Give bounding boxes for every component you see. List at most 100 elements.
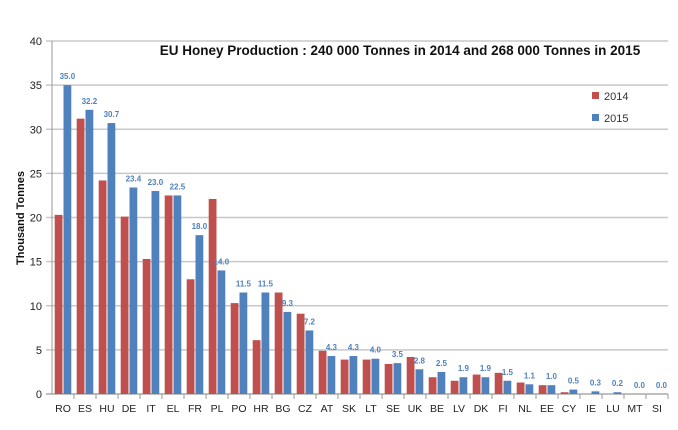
bar-2014-UK xyxy=(406,356,415,394)
data-label-2015-SI: 0.0 xyxy=(656,381,668,390)
bar-2015-RO xyxy=(63,85,72,394)
bar-2015-PO xyxy=(239,292,248,394)
bar-2015-HU xyxy=(107,123,116,394)
bar-2014-EE xyxy=(538,385,547,394)
data-label-2015-RO: 35.0 xyxy=(60,72,76,81)
data-label-2015-IT: 23.0 xyxy=(148,178,164,187)
data-label-2015-BE: 2.5 xyxy=(436,359,448,368)
x-tick-label: SK xyxy=(342,403,356,415)
bar-2014-NL xyxy=(516,382,525,394)
bar-2014-BE xyxy=(428,377,437,394)
data-label-2015-SE: 3.5 xyxy=(392,350,404,359)
x-tick-label: EL xyxy=(167,403,180,415)
x-tick-label: CZ xyxy=(298,403,313,415)
x-tick-label: SE xyxy=(386,403,400,415)
x-tick-label: IT xyxy=(146,403,156,415)
bar-2015-SE xyxy=(393,363,402,394)
bar-2014-DK xyxy=(472,374,481,394)
x-tick-label: LV xyxy=(453,403,465,415)
bar-2014-SK xyxy=(340,359,349,394)
bar-2015-ES xyxy=(85,109,94,395)
data-label-2015-MT: 0.0 xyxy=(634,381,646,390)
x-tick-label: EE xyxy=(540,403,554,415)
data-label-2015-FR: 18.0 xyxy=(192,222,208,231)
bar-2014-CY xyxy=(560,392,569,394)
bar-2014-HU xyxy=(98,180,107,394)
bar-2015-LT xyxy=(371,358,380,394)
x-tick-label: LU xyxy=(606,403,619,415)
y-axis-label: Thousand Tonnes xyxy=(15,171,27,265)
bar-2015-EE xyxy=(547,385,556,394)
y-tick-label: 40 xyxy=(30,36,42,48)
bar-2014-CZ xyxy=(296,313,305,394)
y-axis-ticks: 0 5 10 15 20 25 30 35 40 xyxy=(30,36,42,401)
bar-2015-DE xyxy=(129,187,138,394)
bar-2015-UK xyxy=(415,369,424,394)
x-tick-label: LT xyxy=(365,403,377,415)
chart-title: EU Honey Production : 240 000 Tonnes in … xyxy=(160,43,641,58)
bar-2014-LT xyxy=(362,359,371,394)
bar-2015-BE xyxy=(437,371,446,394)
x-tick-label: HR xyxy=(253,403,269,415)
x-tick-label: CY xyxy=(562,403,577,415)
bar-2015-EL xyxy=(173,195,182,394)
bar-2014-RO xyxy=(54,214,63,394)
data-label-2015-ES: 32.2 xyxy=(82,97,98,106)
x-tick-label: UK xyxy=(408,403,423,415)
legend: 2014 2015 xyxy=(592,91,628,125)
data-label-2015-EL: 22.5 xyxy=(170,182,186,191)
bar-2014-FR xyxy=(186,279,195,394)
legend-label-2015: 2015 xyxy=(604,113,628,125)
y-tick-label: 15 xyxy=(30,257,42,269)
bar-2015-BG xyxy=(283,311,292,394)
data-label-2015-CZ: 7.2 xyxy=(304,317,316,326)
x-tick-label: BE xyxy=(430,403,444,415)
bar-2014-PO xyxy=(230,303,239,394)
x-tick-label: SI xyxy=(652,403,662,415)
bar-2015-CZ xyxy=(305,330,314,394)
x-tick-label: RO xyxy=(55,403,71,415)
y-tick-label: 35 xyxy=(30,80,42,92)
bar-2014-HR xyxy=(252,340,261,394)
bar-2015-HR xyxy=(261,292,270,394)
y-tick-label: 25 xyxy=(30,168,42,180)
data-label-2015-UK: 2.8 xyxy=(414,356,426,365)
x-tick-label: AT xyxy=(321,403,334,415)
bar-2014-EL xyxy=(164,195,173,394)
bar-2014-IT xyxy=(142,258,151,394)
y-tick-label: 5 xyxy=(36,345,42,357)
x-tick-label: ES xyxy=(78,403,92,415)
legend-swatch-2014 xyxy=(592,92,599,99)
bars xyxy=(54,85,622,395)
data-label-2015-AT: 4.3 xyxy=(326,343,338,352)
x-tick-label: HU xyxy=(99,403,114,415)
bar-2015-LV xyxy=(459,377,468,394)
bar-2015-DK xyxy=(481,377,490,394)
y-tick-label: 10 xyxy=(30,301,42,313)
data-label-2015-CY: 0.5 xyxy=(568,377,580,386)
data-labels: 35.0 32.2 30.7 23.4 23.0 22.5 18.0 14.0 11.5 11.5… xyxy=(60,72,668,390)
bar-2014-DE xyxy=(120,216,129,394)
x-tick-label: MT xyxy=(627,403,643,415)
data-label-2015-LU: 0.2 xyxy=(612,379,624,388)
legend-label-2014: 2014 xyxy=(604,91,628,103)
bar-2014-BG xyxy=(274,292,283,394)
x-tick-label: IE xyxy=(586,403,596,415)
y-tick-label: 20 xyxy=(30,213,42,225)
bar-2015-PL xyxy=(217,270,226,394)
data-label-2015-DK: 1.9 xyxy=(480,364,492,373)
bar-2015-AT xyxy=(327,356,336,394)
bar-2014-ES xyxy=(76,118,85,394)
bar-2015-NL xyxy=(525,384,534,394)
y-tick-label: 0 xyxy=(36,389,42,401)
bar-2014-SE xyxy=(384,363,393,394)
x-tick-label: FI xyxy=(498,403,507,415)
data-label-2015-NL: 1.1 xyxy=(524,371,536,380)
data-label-2015-IE: 0.3 xyxy=(590,378,602,387)
data-label-2015-HR: 11.5 xyxy=(258,280,274,289)
bar-2014-PL xyxy=(208,198,217,394)
legend-swatch-2015 xyxy=(592,114,599,121)
y-tick-label: 30 xyxy=(30,124,42,136)
data-label-2015-SK: 4.3 xyxy=(348,343,360,352)
